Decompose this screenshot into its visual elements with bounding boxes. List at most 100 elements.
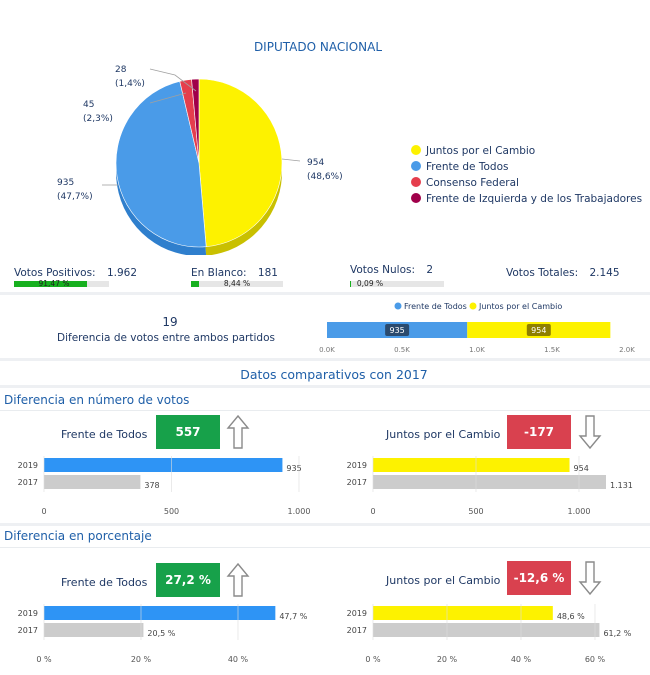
stat-blanco-fill: [191, 281, 199, 287]
pct-juntos-bars: 2019 48,6 % 2017 61,2 % 0 % 20 % 40 % 60 %: [347, 604, 632, 664]
pct-juntos-label: Juntos por el Cambio: [386, 574, 501, 587]
stack-legend-dot-frente: [394, 302, 402, 310]
pie-chart: 954 (48,6%) 935 (47,7%) 45 (2,3%) 28 (1,4%): [57, 65, 343, 255]
stack-tick: 2.0K: [619, 346, 635, 354]
legend-consenso[interactable]: Consenso Federal: [411, 177, 519, 189]
stack-bar-badge: [526, 324, 551, 336]
pie-leader-line: [149, 92, 187, 104]
stat-blanco-bar: 8,44 %: [191, 279, 283, 288]
pie-label-value: 954: [307, 158, 324, 168]
stat-blanco-label: En Blanco:: [191, 267, 247, 279]
axis-tick: 0: [41, 507, 46, 516]
pie-label-pct: (1,4%): [115, 79, 145, 89]
stat-positivos-label: Votos Positivos:: [14, 267, 96, 279]
stat-positivos: Votos Positivos: 1.962: [14, 267, 137, 279]
bar-category: 2019: [347, 609, 367, 618]
pie-label-value: 45: [83, 100, 94, 110]
bar-category: 2019: [347, 461, 367, 470]
stack-legend-frente: Frente de Todos: [404, 302, 467, 311]
stat-blanco-value: 181: [257, 267, 278, 279]
section-pct-title: Diferencia en porcentaje: [4, 529, 152, 543]
stat-nulos-label: Votos Nulos:: [350, 264, 415, 276]
section-pct-underline: [0, 547, 650, 548]
pie-label-value: 935: [57, 178, 74, 188]
up-arrow-icon: [226, 562, 250, 597]
stack-legend-juntos: Juntos por el Cambio: [478, 302, 562, 311]
stat-positivos-bar: 91,47 %: [14, 280, 109, 288]
bar-value-label: 1.131: [610, 481, 633, 490]
axis-tick: 0: [370, 507, 375, 516]
bar-value-label: 48,6 %: [557, 612, 585, 621]
legend-label-izquierda: Frente de Izquierda y de los Trabajadore…: [426, 193, 643, 205]
stack-tick: 0.5K: [394, 346, 410, 354]
pct-frente-label: Frente de Todos: [61, 576, 148, 589]
bar-2019: [44, 458, 283, 472]
stack-bar-label: 935: [389, 326, 404, 335]
stat-totales-label: Votos Totales:: [506, 267, 579, 279]
bar-category: 2017: [18, 478, 38, 487]
axis-tick: 500: [164, 507, 179, 516]
stat-nulos-bar: 0,09 %: [350, 279, 444, 288]
pie-slice-3: [191, 78, 200, 164]
bar-2017: [373, 475, 606, 489]
legend-label-consenso: Consenso Federal: [426, 177, 519, 189]
divider-4: [0, 523, 650, 526]
bar-value-label: 47,7 %: [279, 612, 307, 621]
bar-category: 2017: [18, 626, 38, 635]
axis-tick: 500: [468, 507, 483, 516]
axis-tick: 1.000: [288, 507, 311, 516]
bar-category: 2017: [347, 626, 367, 635]
stack-tick: 1.5K: [544, 346, 560, 354]
legend-dot-juntos: [411, 145, 421, 155]
bar-value-label: 61,2 %: [603, 629, 631, 638]
votos-juntos-bars: 2019 954 2017 1.131 0 500 1.000: [347, 456, 633, 516]
diff-value: 19: [162, 315, 178, 329]
legend-izquierda[interactable]: Frente de Izquierda y de los Trabajadore…: [411, 193, 642, 205]
down-arrow-icon: [578, 561, 602, 596]
bar-value-label: 954: [574, 464, 589, 473]
divider-1: [0, 292, 650, 295]
votos-frente-bars: 2019 935 2017 378 0 500 1.000: [18, 456, 311, 516]
legend-label-juntos: Juntos por el Cambio: [426, 145, 536, 157]
axis-tick: 40 %: [511, 655, 532, 664]
pie-label-pct: (2,3%): [83, 114, 113, 124]
stack-legend-dot-juntos: [469, 302, 477, 310]
legend-dot-izquierda: [411, 193, 421, 203]
stat-totales: Votos Totales: 2.145: [506, 267, 620, 279]
votos-frente-label: Frente de Todos: [61, 428, 148, 441]
votos-juntos-kpi: -177: [507, 415, 571, 449]
pct-frente-kpi: 27,2 %: [156, 563, 220, 597]
pie-label-value: 28: [115, 65, 127, 75]
bar-2017: [373, 623, 600, 637]
comparativos-title: Datos comparativos con 2017: [240, 367, 428, 382]
divider-2: [0, 358, 650, 361]
axis-tick: 40 %: [228, 655, 249, 664]
up-arrow-icon: [226, 414, 250, 449]
bar-2019: [44, 606, 276, 620]
stat-blanco: En Blanco: 181: [191, 267, 278, 279]
bar-2017: [44, 623, 144, 637]
stat-nulos-pct: 0,09 %: [356, 279, 384, 288]
bar-2017: [44, 475, 141, 489]
stack-bar-label: 954: [531, 326, 546, 335]
axis-tick: 0 %: [36, 655, 52, 664]
pie-leader-line: [149, 68, 197, 92]
axis-tick: 0 %: [365, 655, 381, 664]
stat-totales-value: 2.145: [589, 267, 620, 279]
stat-nulos-value: 2: [426, 264, 434, 276]
stacked-bar-chart: Frente de Todos Juntos por el Cambio 935 95…: [319, 302, 635, 354]
stat-nulos: Votos Nulos: 2: [350, 264, 433, 276]
votos-juntos-label: Juntos por el Cambio: [386, 428, 501, 441]
pie-label-pct: (48,6%): [307, 172, 343, 182]
legend-juntos[interactable]: Juntos por el Cambio: [411, 145, 535, 157]
stat-positivos-fill: [14, 281, 88, 287]
stack-tick: 0.0K: [319, 346, 335, 354]
stat-nulos-fill: [350, 281, 351, 287]
votos-frente-kpi: 557: [156, 415, 220, 449]
stat-blanco-pct: 8,44 %: [223, 279, 251, 288]
axis-tick: 20 %: [437, 655, 458, 664]
bar-category: 2017: [347, 478, 367, 487]
legend-frente[interactable]: Frente de Todos: [411, 161, 508, 173]
pct-frente-bars: 2019 47,7 % 2017 20,5 % 0 % 20 % 40 %: [18, 604, 308, 664]
bar-category: 2019: [18, 609, 38, 618]
